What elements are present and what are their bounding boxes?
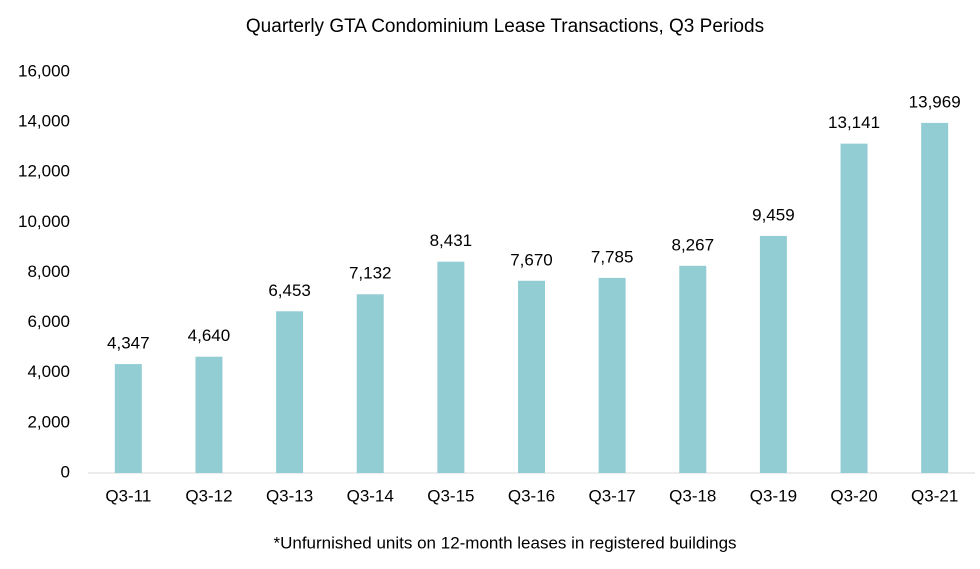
data-label: 4,640 bbox=[188, 326, 231, 345]
x-tick-label: Q3-14 bbox=[347, 486, 394, 505]
x-tick-label: Q3-13 bbox=[266, 486, 313, 505]
y-tick-label: 4,000 bbox=[27, 362, 70, 381]
y-tick-label: 6,000 bbox=[27, 312, 70, 331]
y-tick-label: 14,000 bbox=[18, 112, 70, 131]
bar bbox=[840, 143, 868, 473]
data-label: 13,969 bbox=[909, 92, 961, 111]
y-tick-label: 2,000 bbox=[27, 412, 70, 431]
x-tick-label: Q3-11 bbox=[105, 486, 151, 505]
x-tick-label: Q3-19 bbox=[750, 486, 797, 505]
footnote: *Unfurnished units on 12-month leases in… bbox=[273, 533, 736, 552]
bar bbox=[437, 261, 465, 473]
y-tick-label: 12,000 bbox=[18, 162, 70, 181]
bar bbox=[921, 122, 949, 473]
x-tick-label: Q3-12 bbox=[185, 486, 232, 505]
x-tick-label: Q3-20 bbox=[830, 486, 877, 505]
y-tick-label: 10,000 bbox=[18, 212, 70, 231]
data-label: 7,132 bbox=[349, 264, 392, 283]
bar bbox=[356, 294, 384, 473]
bar bbox=[759, 235, 787, 473]
data-label: 9,459 bbox=[752, 205, 795, 224]
x-tick-label: Q3-21 bbox=[911, 486, 958, 505]
y-tick-label: 0 bbox=[61, 462, 70, 481]
x-tick-label: Q3-16 bbox=[508, 486, 555, 505]
bar bbox=[598, 277, 626, 473]
data-label: 4,347 bbox=[107, 334, 150, 353]
x-tick-label: Q3-15 bbox=[427, 486, 474, 505]
bar bbox=[276, 311, 304, 473]
chart-title: Quarterly GTA Condominium Lease Transact… bbox=[246, 16, 764, 37]
data-label: 8,431 bbox=[430, 231, 473, 250]
data-label: 13,141 bbox=[828, 113, 880, 132]
x-tick-label: Q3-17 bbox=[589, 486, 636, 505]
x-tick-label: Q3-18 bbox=[669, 486, 716, 505]
bar bbox=[114, 364, 142, 473]
y-tick-label: 8,000 bbox=[27, 262, 70, 281]
bar bbox=[518, 280, 545, 473]
data-label: 7,785 bbox=[591, 247, 634, 266]
data-label: 6,453 bbox=[268, 281, 311, 300]
data-label: 8,267 bbox=[671, 235, 714, 254]
y-tick-label: 16,000 bbox=[18, 61, 70, 80]
bar bbox=[195, 356, 223, 473]
bar bbox=[679, 265, 707, 473]
data-label: 7,670 bbox=[510, 250, 553, 269]
